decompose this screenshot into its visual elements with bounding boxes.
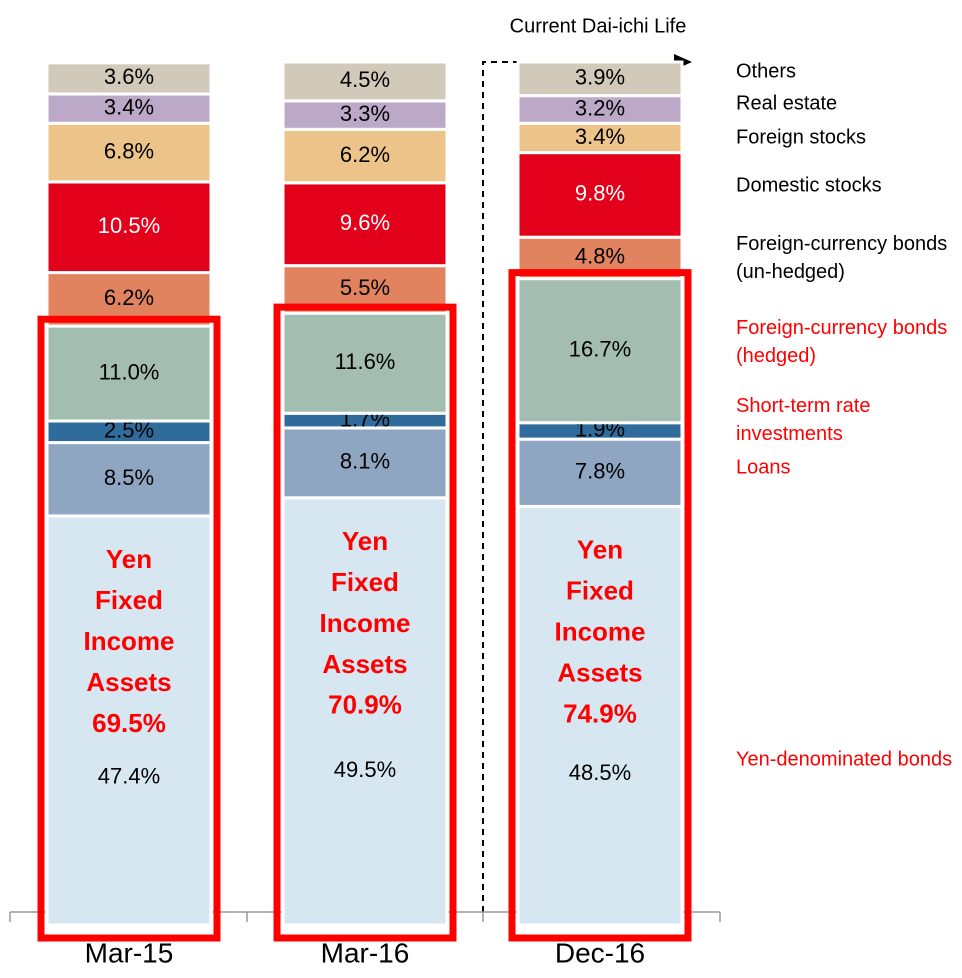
value-label: 6.2% (340, 142, 390, 167)
value-label: 10.5% (98, 213, 160, 238)
value-label: 9.8% (575, 181, 625, 206)
legend-label: Loans (736, 456, 791, 478)
legend-label: Foreign-currency bonds (hedged) (736, 317, 947, 367)
value-label: 8.1% (340, 449, 390, 474)
value-label: 16.7% (569, 336, 631, 361)
legend-label: Real estate (736, 92, 837, 114)
value-label: 48.5% (569, 760, 631, 785)
value-label: 3.2% (575, 95, 625, 120)
bar-segment (281, 99, 449, 131)
bar-segment (281, 426, 449, 500)
value-label: 11.6% (335, 349, 396, 374)
bar-segment (281, 60, 449, 103)
bar-segment (45, 61, 213, 96)
value-label: 4.8% (575, 244, 625, 269)
group-box (273, 303, 457, 942)
bar-segment (281, 311, 449, 415)
x-tick-label: Mar-16 (321, 937, 410, 968)
value-label: 6.2% (104, 285, 154, 310)
bar-segment (45, 121, 213, 184)
group-total-label: 69.5% (92, 708, 166, 738)
value-label: 7.8% (575, 459, 625, 484)
value-label: 3.4% (104, 94, 154, 119)
group-total-label: 74.9% (563, 698, 637, 728)
value-label: 3.6% (104, 64, 154, 89)
legend-label: Foreign stocks (736, 126, 866, 148)
bar-segment (281, 181, 449, 268)
group-label: Yen Fixed Income Assets (319, 526, 410, 679)
value-label: 9.6% (340, 210, 390, 235)
value-label: 3.9% (575, 65, 625, 90)
group-box (37, 315, 221, 942)
value-label: 11.0% (99, 359, 160, 384)
group-box (508, 269, 692, 942)
group-label: Yen Fixed Income Assets (83, 544, 174, 697)
x-tick-label: Mar-15 (85, 937, 174, 968)
legend-label: Foreign-currency bonds (un-hedged) (736, 233, 947, 283)
value-label: 47.4% (98, 764, 160, 789)
legend-label: Domestic stocks (736, 174, 882, 196)
bar-segment (45, 514, 213, 927)
value-label: 49.5% (334, 757, 396, 782)
bar-segment (281, 127, 449, 185)
annotation: Current Dai-ichi Life (510, 15, 687, 37)
group-label: Yen Fixed Income Assets (554, 534, 645, 687)
bar-segment (516, 504, 684, 927)
bar-segment (516, 60, 684, 98)
x-tick-label: Dec-16 (555, 937, 645, 968)
value-label: 5.5% (340, 275, 390, 300)
bar-segment (281, 496, 449, 927)
bar-segment (516, 94, 684, 125)
bar-segment (45, 324, 213, 423)
value-label: 3.3% (340, 101, 390, 126)
legend-label: Others (736, 60, 796, 82)
group-total-label: 70.9% (328, 690, 402, 720)
value-label: 8.5% (104, 465, 154, 490)
legend-label: Yen-denominated bonds (736, 748, 952, 770)
value-label: 4.5% (340, 67, 390, 92)
bar-segment (516, 277, 684, 425)
legend-label: Short-term rate investments (736, 395, 870, 445)
value-label: 6.8% (104, 138, 154, 163)
divider-arrow (482, 54, 692, 912)
axis-ticks (9, 912, 721, 922)
bar-segment (45, 180, 213, 275)
bar-segment (516, 437, 684, 508)
value-label: 3.4% (575, 124, 625, 149)
